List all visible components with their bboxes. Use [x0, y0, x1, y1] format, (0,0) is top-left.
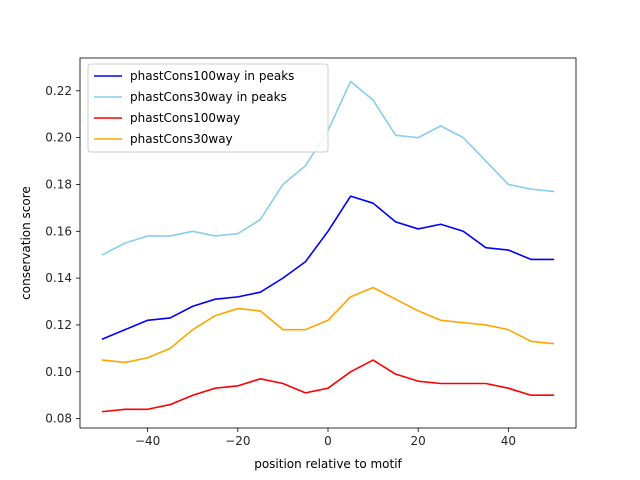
x-tick-label: −20 — [225, 434, 250, 448]
legend-label: phastCons100way — [130, 111, 240, 125]
series-layer — [101, 80, 555, 413]
x-axis-label: position relative to motif — [254, 457, 402, 471]
legend-box — [87, 63, 329, 153]
y-tick-label: 0.12 — [45, 318, 72, 332]
legend-label: phastCons30way in peaks — [130, 90, 287, 104]
series-line-4 — [101, 286, 555, 364]
y-tick-label: 0.16 — [45, 224, 72, 238]
x-tick-label: 40 — [501, 434, 516, 448]
series-line-3 — [101, 359, 555, 413]
y-tick-label: 0.20 — [45, 131, 72, 145]
legend: phastCons100way in peaks phastCons30way i… — [87, 63, 329, 153]
x-tick-label: 0 — [324, 434, 332, 448]
x-tick-label: −40 — [135, 434, 160, 448]
y-axis-label: conservation score — [19, 186, 33, 300]
series-line-1 — [101, 195, 555, 340]
y-tick-label: 0.14 — [45, 271, 72, 285]
legend-label: phastCons30way — [130, 132, 233, 146]
y-tick-label: 0.08 — [45, 412, 72, 426]
y-tick-label: 0.10 — [45, 365, 72, 379]
y-axis: 0.08 0.10 0.12 0.14 0.16 0.18 0.20 0.22 — [45, 84, 80, 426]
x-tick-label: 20 — [411, 434, 426, 448]
x-axis: −40 −20 0 20 40 — [135, 428, 516, 448]
y-tick-label: 0.22 — [45, 84, 72, 98]
legend-label: phastCons100way in peaks — [130, 69, 294, 83]
y-tick-label: 0.18 — [45, 177, 72, 191]
